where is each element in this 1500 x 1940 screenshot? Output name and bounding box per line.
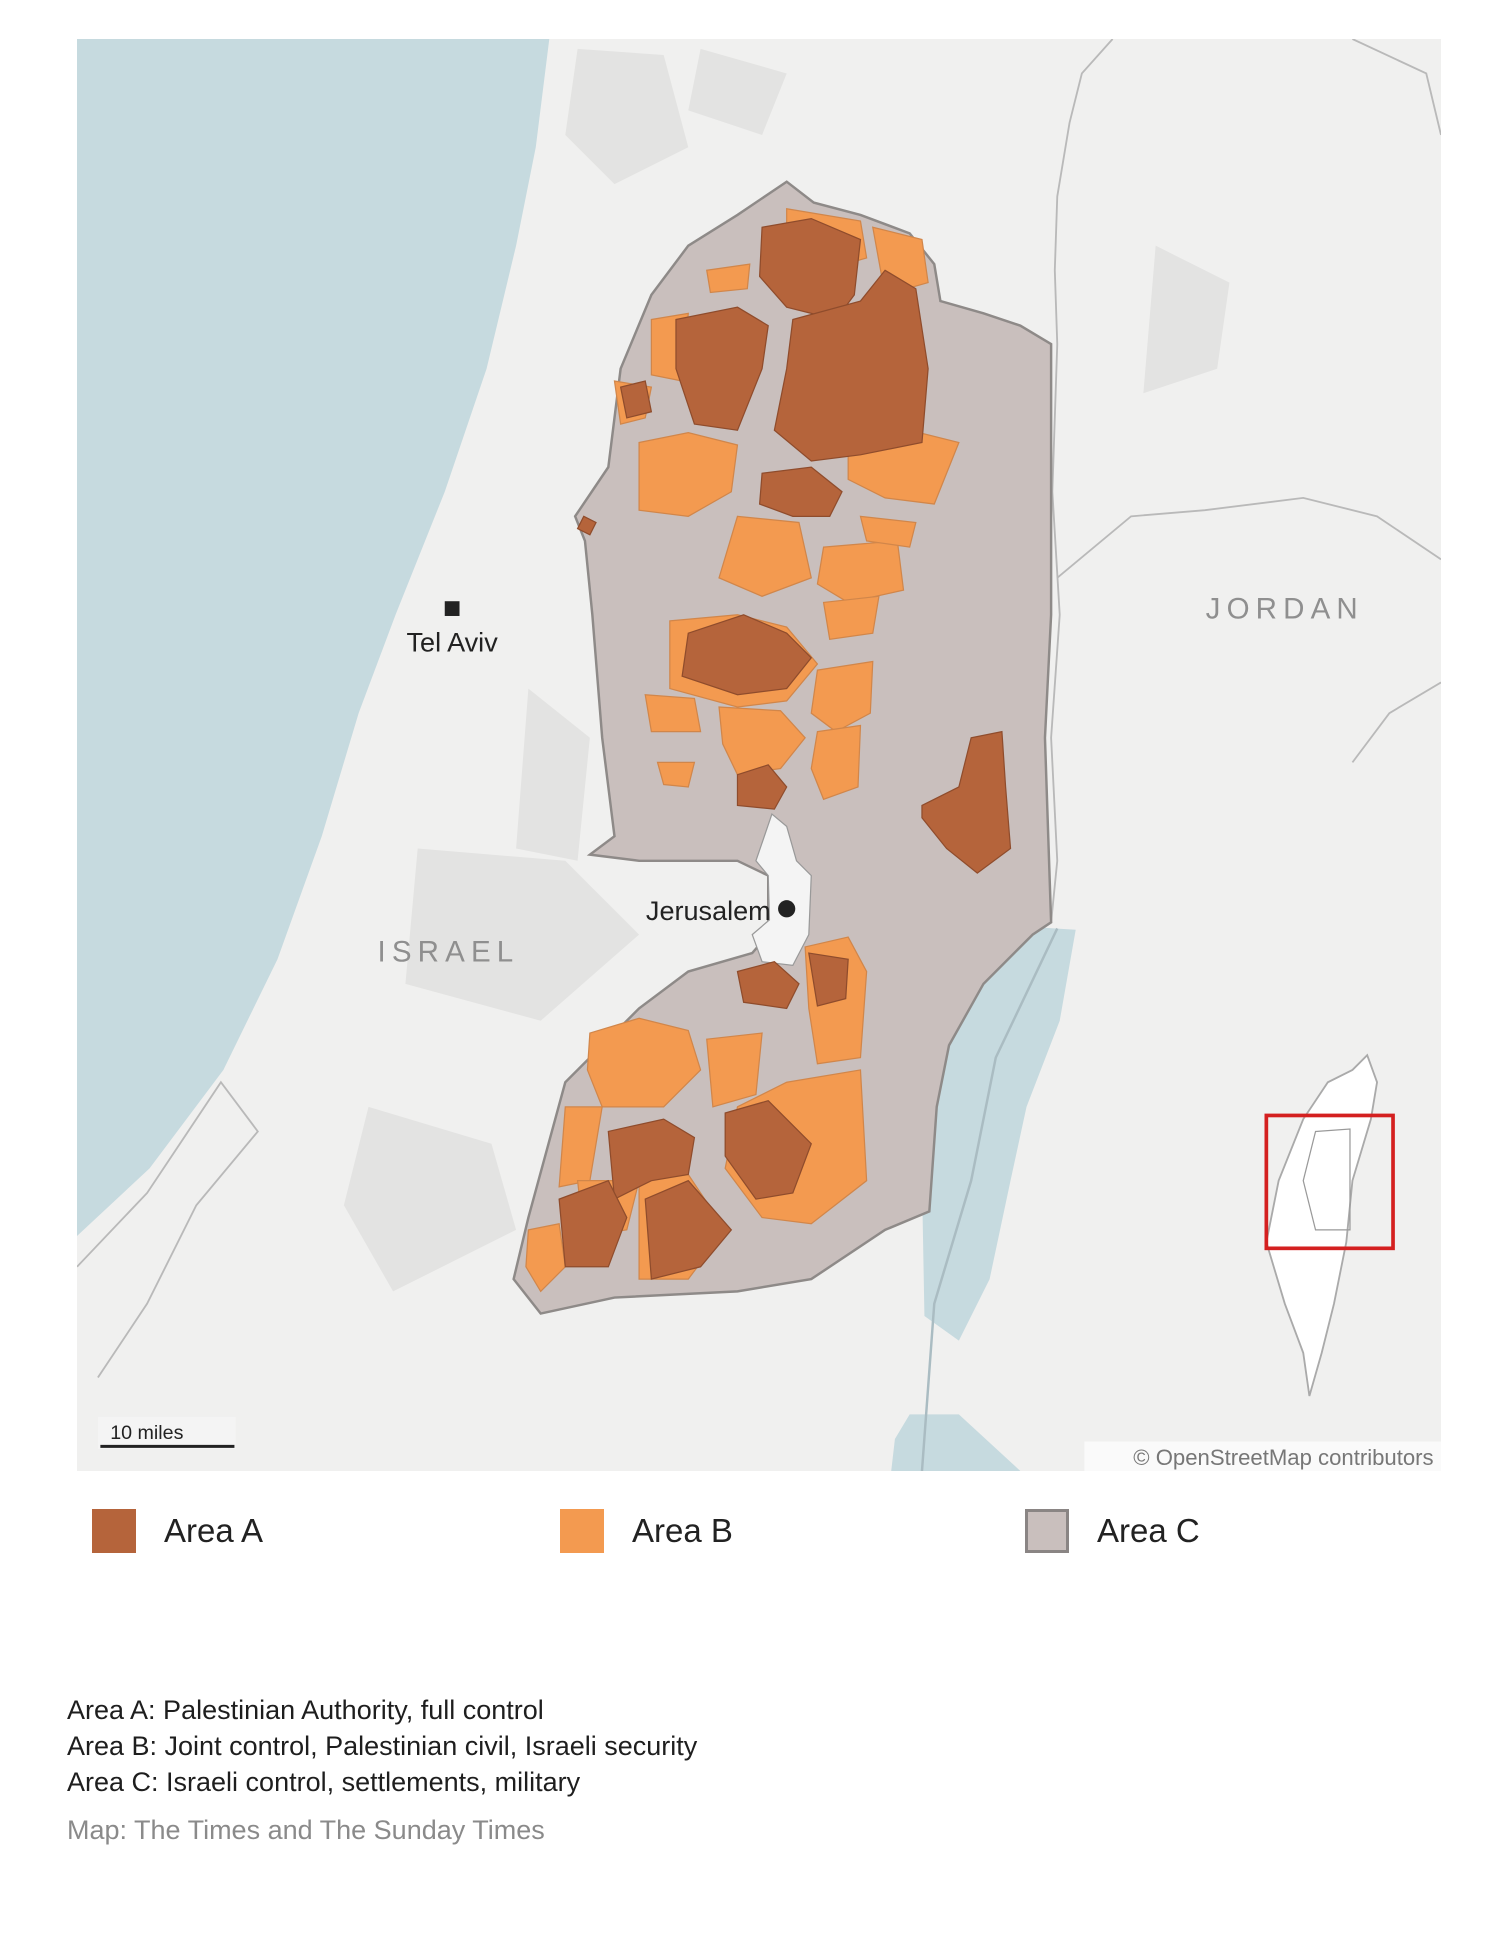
tel-aviv-marker xyxy=(444,601,460,616)
source-credit: Map: The Times and The Sunday Times xyxy=(67,1815,545,1845)
jerusalem-label: Jerusalem xyxy=(646,896,771,926)
area-descriptions: Area A: Palestinian Authority, full cont… xyxy=(67,1692,697,1800)
area-c-swatch xyxy=(1025,1509,1069,1553)
inset-highlight-box xyxy=(1264,1113,1395,1251)
jerusalem-area xyxy=(751,813,812,967)
legend-label: Area A xyxy=(164,1512,264,1549)
tel-aviv-label: Tel Aviv xyxy=(407,628,499,658)
jordan-label: JORDAN xyxy=(1206,592,1364,625)
jerusalem-marker xyxy=(778,900,796,918)
jordan-river xyxy=(920,927,1059,1471)
note-area-b: Area B: Joint control, Palestinian civil… xyxy=(67,1731,698,1761)
borders xyxy=(77,39,1441,1379)
area-a-swatch xyxy=(92,1509,136,1553)
inset-locator-map xyxy=(1264,1053,1395,1397)
mediterranean-sea xyxy=(77,39,550,1237)
scale-bar-label: 10 miles xyxy=(110,1422,183,1444)
israel-label: ISRAEL xyxy=(377,936,519,969)
legend-area-a: Area A xyxy=(92,1508,263,1554)
urban-areas xyxy=(343,48,1230,1292)
dead-sea xyxy=(921,924,1076,1341)
note-area-c: Area C: Israeli control, settlements, mi… xyxy=(67,1767,581,1797)
area-b-swatch xyxy=(560,1509,604,1553)
legend-area-b: Area B xyxy=(560,1508,733,1554)
legend-label: Area B xyxy=(632,1512,733,1549)
legend-area-c: Area C xyxy=(1025,1508,1200,1554)
area-b-regions[interactable] xyxy=(525,208,960,1293)
map[interactable]: Tel Aviv Jerusalem ISRAEL JORDAN 10 mile… xyxy=(77,39,1441,1471)
area-a-regions[interactable] xyxy=(558,217,1012,1280)
note-area-a: Area A: Palestinian Authority, full cont… xyxy=(67,1695,544,1725)
legend-label: Area C xyxy=(1097,1512,1200,1549)
attribution[interactable]: © OpenStreetMap contributors xyxy=(1133,1445,1433,1470)
